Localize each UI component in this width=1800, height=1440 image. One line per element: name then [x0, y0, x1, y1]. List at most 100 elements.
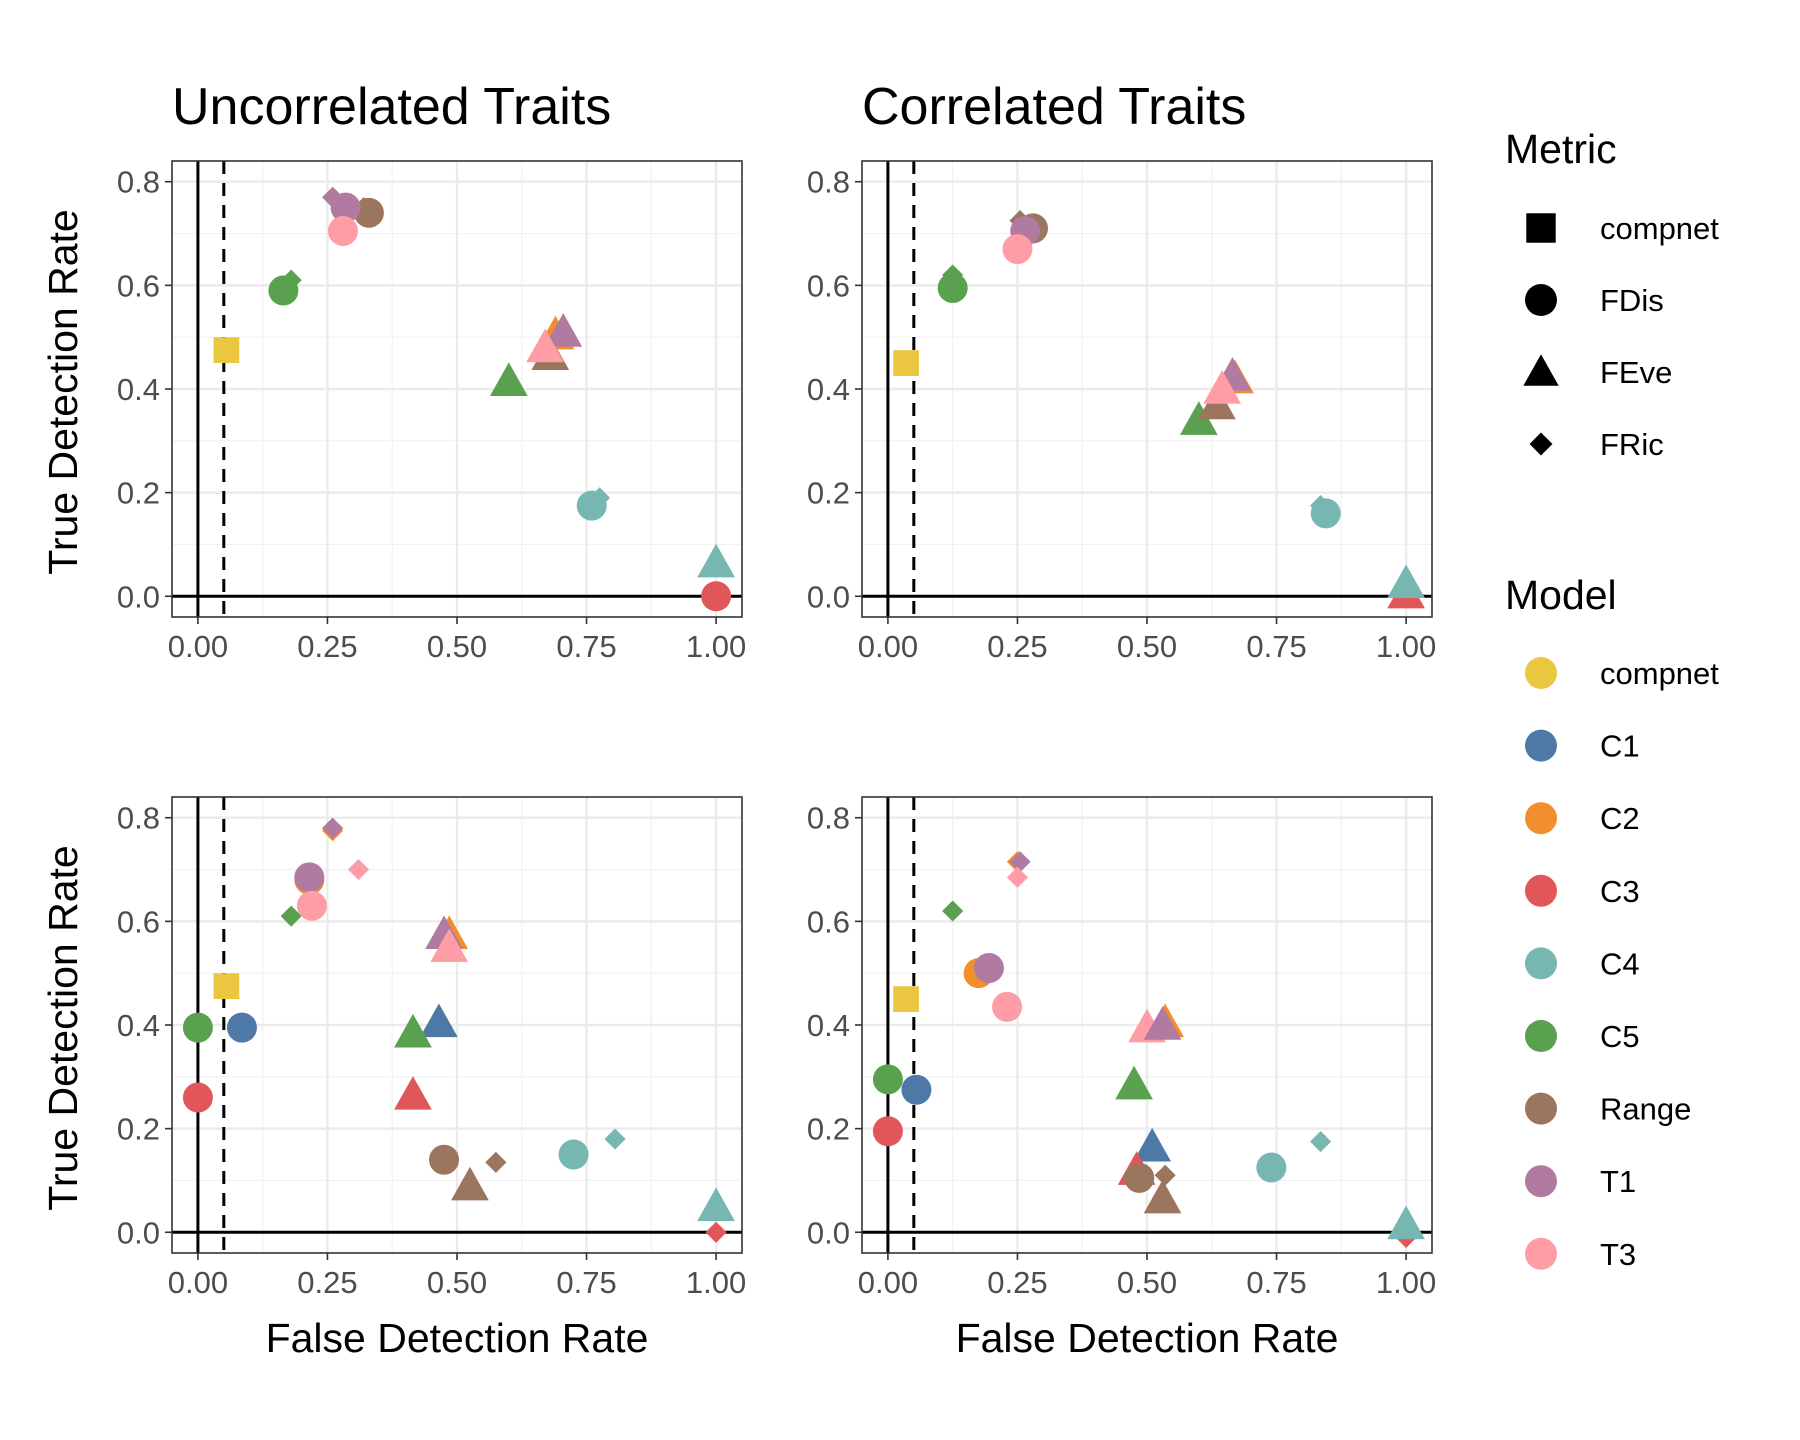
legend-model-item-c1: C1 — [1525, 729, 1640, 764]
x-tick-label: 0.75 — [1246, 629, 1306, 664]
point-range-feve — [451, 1166, 489, 1201]
legend-model-label: T3 — [1600, 1237, 1636, 1272]
point-c4-fdis — [576, 490, 607, 521]
y-tick-label: 0.6 — [117, 904, 160, 939]
point-c4-fdis — [1310, 498, 1341, 529]
point-t3-fric — [1006, 866, 1029, 888]
panel-uncorrelated-top: 0.00 0.25 0.50 0.75 1.00 0.0 0.2 0.4 0.6 0.8 — [117, 160, 746, 664]
point-t3-fdis — [1002, 234, 1033, 265]
legend-metric-label: FDis — [1600, 283, 1664, 318]
legend-color-dot-icon — [1525, 729, 1557, 762]
panel-correlated-top: 0.00 0.25 0.50 0.75 1.00 0.0 0.2 0.4 0.6 0.8 — [807, 160, 1436, 664]
y-tick-label: 0.0 — [807, 579, 850, 614]
legend-model-title: Model — [1505, 572, 1617, 618]
legend-model-label: C1 — [1600, 729, 1640, 764]
point-range-fdis — [429, 1144, 460, 1175]
point-range-feve — [1143, 1179, 1182, 1214]
x-tick-label: 1.00 — [1376, 1265, 1436, 1300]
point-c3-fric — [705, 1221, 727, 1243]
legend-metric-title: Metric — [1505, 126, 1617, 172]
legend-model-item-c4: C4 — [1525, 946, 1640, 981]
legend-color-dot-icon — [1525, 1020, 1557, 1052]
point-c4-fric — [604, 1128, 626, 1150]
y-tick-label: 0.8 — [117, 165, 160, 200]
point-t1-fdis — [294, 862, 325, 893]
x-tick-label: 0.00 — [858, 1265, 918, 1300]
legend-model-label: C2 — [1600, 801, 1640, 836]
point-c1-fdis — [901, 1074, 932, 1105]
point-c4-fdis — [1256, 1152, 1287, 1183]
y-tick-label: 0.6 — [807, 904, 850, 939]
legend-color-dot-icon — [1525, 1237, 1557, 1270]
y-tick-label: 0.6 — [807, 268, 850, 303]
legend-metric-item-compnet: compnet — [1526, 211, 1719, 246]
point-c5-fdis — [182, 1012, 213, 1043]
x-tick-label: 0.75 — [1246, 1265, 1306, 1300]
legend-triangle-icon — [1523, 354, 1559, 386]
point-c1-feve — [1133, 1127, 1172, 1162]
point-t1-fdis — [330, 192, 361, 223]
legend-model-item-compnet: compnet — [1525, 656, 1719, 691]
point-c1-feve — [419, 1003, 458, 1038]
legend-diamond-icon — [1529, 432, 1553, 456]
legend-square-icon — [1526, 213, 1556, 243]
point-c5-feve — [1115, 1065, 1153, 1100]
legend-metric-item-fric: FRic — [1529, 427, 1664, 462]
legend-model-label: compnet — [1600, 656, 1719, 691]
point-range-fdis — [353, 197, 384, 228]
x-tick-label: 0.75 — [556, 1265, 616, 1300]
legend-model-item-t1: T1 — [1525, 1164, 1636, 1199]
point-c4-feve — [1387, 564, 1425, 599]
legend-model-label: Range — [1600, 1092, 1691, 1127]
legend-color-dot-icon — [1525, 1165, 1557, 1198]
x-tick-label: 0.50 — [427, 1265, 487, 1300]
legend: Metric compnet FDis FEve FRic Model compnet… — [1505, 126, 1719, 1272]
y-tick-label: 0.0 — [117, 1215, 160, 1250]
point-t3-fdis — [992, 991, 1023, 1022]
point-t1-fric — [322, 186, 344, 208]
point-c3-fdis — [872, 1116, 903, 1147]
legend-metric-item-fdis: FDis — [1525, 283, 1664, 318]
legend-model-item-t3: T3 — [1525, 1237, 1636, 1272]
point-t3-feve — [1203, 370, 1242, 404]
legend-metric-label: FRic — [1600, 427, 1664, 462]
y-axis-title-bottom: True Detection Rate — [40, 845, 86, 1210]
legend-model-item-range: Range — [1525, 1092, 1691, 1127]
x-tick-label: 1.00 — [1376, 629, 1436, 664]
point-range-fdis — [1124, 1162, 1155, 1193]
x-tick-label: 0.75 — [556, 629, 616, 664]
legend-model-label: C4 — [1600, 946, 1640, 981]
legend-metric-item-feve: FEve — [1523, 354, 1672, 390]
x-tick-label: 0.00 — [168, 1265, 228, 1300]
point-t3-feve — [430, 928, 469, 962]
point-t1-feve — [1143, 1006, 1182, 1040]
y-tick-label: 0.2 — [807, 476, 850, 511]
x-tick-label: 0.00 — [858, 629, 918, 664]
point-t1-fric — [322, 817, 344, 839]
legend-color-dot-icon — [1525, 874, 1557, 907]
x-tick-label: 1.00 — [686, 1265, 746, 1300]
y-tick-label: 0.0 — [117, 579, 160, 614]
y-tick-label: 0.8 — [807, 801, 850, 836]
y-tick-label: 0.6 — [117, 268, 160, 303]
y-tick-label: 0.2 — [117, 476, 160, 511]
x-tick-label: 1.00 — [686, 629, 746, 664]
legend-color-dot-icon — [1525, 802, 1557, 835]
x-tick-label: 0.25 — [987, 1265, 1047, 1300]
x-tick-label: 0.50 — [427, 629, 487, 664]
point-range-fric — [1154, 1164, 1176, 1186]
x-tick-label: 0.00 — [168, 629, 228, 664]
y-tick-label: 0.2 — [117, 1112, 160, 1147]
legend-model-label: C3 — [1600, 874, 1640, 909]
point-c4-fric — [1310, 1131, 1332, 1153]
y-tick-label: 0.2 — [807, 1112, 850, 1147]
x-tick-label: 0.50 — [1117, 1265, 1177, 1300]
x-axis-title-left: False Detection Rate — [266, 1315, 649, 1361]
x-tick-label: 0.25 — [987, 629, 1047, 664]
x-tick-label: 0.25 — [297, 629, 357, 664]
legend-metric-label: compnet — [1600, 211, 1719, 246]
point-c5-feve — [394, 1013, 432, 1048]
point-t3-fdis — [328, 215, 358, 246]
y-tick-label: 0.4 — [117, 1008, 160, 1043]
